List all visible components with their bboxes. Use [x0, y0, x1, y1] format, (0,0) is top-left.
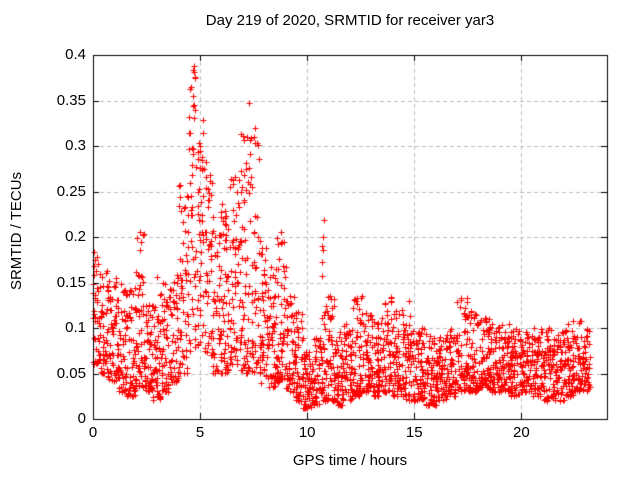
y-tick-label: 0.05: [56, 364, 86, 382]
y-tick-label: 0.1: [65, 319, 86, 336]
y-tick-label: 0.3: [65, 137, 86, 154]
y-tick-label: 0.25: [56, 182, 86, 200]
y-tick-label: 0.35: [56, 91, 86, 109]
y-tick-label: 0.4: [65, 46, 86, 63]
x-tick-label: 15: [405, 424, 423, 441]
x-tick-label: 20: [512, 424, 530, 441]
y-tick-label: 0: [77, 410, 86, 427]
x-axis-label: GPS time / hours: [292, 452, 408, 469]
chart-title: Day 219 of 2020, SRMTID for receiver yar…: [205, 12, 495, 29]
x-tick-label: 5: [195, 424, 205, 441]
x-tick-label: 10: [298, 424, 316, 441]
y-tick-label: 0.2: [65, 228, 86, 245]
x-tick-label: 0: [88, 424, 98, 441]
y-tick-label: 0.15: [56, 273, 86, 291]
